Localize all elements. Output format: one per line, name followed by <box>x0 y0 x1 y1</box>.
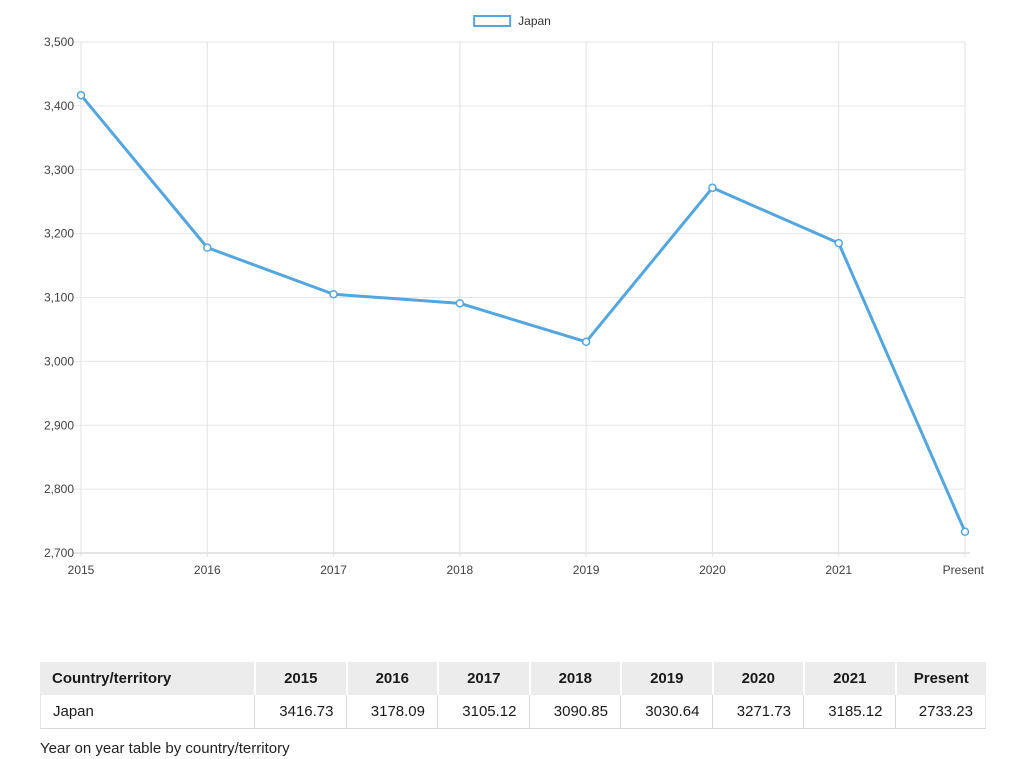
y-axis-tick-label: 2,700 <box>44 546 74 560</box>
x-axis-tick-label: 2019 <box>573 563 600 577</box>
data-point-marker <box>203 243 212 252</box>
data-point-marker <box>834 238 843 248</box>
column-header-2020: 2020 <box>711 662 803 695</box>
column-header-2019: 2019 <box>620 662 712 695</box>
y-axis-tick-label: 2,900 <box>44 418 74 432</box>
x-axis-tick-label: 2021 <box>825 563 852 577</box>
column-header-present: Present <box>894 662 986 695</box>
cell-2016: 3178.09 <box>345 695 437 729</box>
line-chart: 2,700 2,800 2,900 3,000 3,100 3,200 3,300 3,400… <box>44 35 985 577</box>
table-header-row: Country/territory 2015 2016 2017 2018 20… <box>40 662 986 695</box>
legend-item-japan[interactable]: Japan <box>473 14 551 28</box>
y-axis-tick-label: 2,800 <box>44 482 74 496</box>
column-header-2016: 2016 <box>345 662 437 695</box>
column-header-2017: 2017 <box>437 662 529 695</box>
x-axis-tick-label: 2018 <box>447 563 474 577</box>
y-axis-tick-label: 3,400 <box>44 99 74 113</box>
cell-present: 2733.23 <box>894 695 986 729</box>
y-axis-tick-label: 3,200 <box>44 227 74 241</box>
column-header-2015: 2015 <box>254 662 346 695</box>
y-axis-tick-label: 3,500 <box>44 35 74 49</box>
x-axis-tick-label: 2016 <box>194 563 221 577</box>
table-row: Japan 3416.73 3178.09 3105.12 3090.85 30… <box>40 695 986 729</box>
x-axis-tick-label: 2015 <box>68 563 95 577</box>
column-header-country: Country/territory <box>40 662 254 695</box>
cell-2021: 3185.12 <box>803 695 895 729</box>
legend-swatch-icon <box>473 15 512 27</box>
y-axis-tick-label: 3,100 <box>44 291 74 305</box>
cell-2020: 3271.73 <box>711 695 803 729</box>
data-point-marker <box>76 90 86 100</box>
cell-2017: 3105.12 <box>437 695 529 729</box>
x-axis-tick-label: 2017 <box>320 563 347 577</box>
data-point-marker <box>708 183 717 193</box>
chart-container: 2,700 2,800 2,900 3,000 3,100 3,200 3,300 3,400… <box>44 14 985 577</box>
y-axis-tick-label: 3,000 <box>44 354 74 368</box>
data-point-marker <box>581 337 591 347</box>
table-caption: Year on year table by country/territory <box>40 740 290 757</box>
y-axis-tick-label: 3,300 <box>44 163 74 177</box>
cell-2015: 3416.73 <box>254 695 346 729</box>
cell-2018: 3090.85 <box>528 695 620 729</box>
series-line-japan <box>79 93 967 534</box>
year-on-year-table: Country/territory 2015 2016 2017 2018 20… <box>40 662 986 729</box>
cell-country: Japan <box>40 695 254 729</box>
x-axis-tick-label: 2020 <box>699 563 726 577</box>
cell-2019: 3030.64 <box>620 695 712 729</box>
x-axis-tick-label: Present <box>943 563 985 577</box>
column-header-2021: 2021 <box>803 662 895 695</box>
data-point-marker <box>960 527 970 537</box>
legend-label: Japan <box>518 14 551 28</box>
column-header-2018: 2018 <box>528 662 620 695</box>
data-point-marker <box>455 299 465 308</box>
data-point-marker <box>329 289 338 299</box>
